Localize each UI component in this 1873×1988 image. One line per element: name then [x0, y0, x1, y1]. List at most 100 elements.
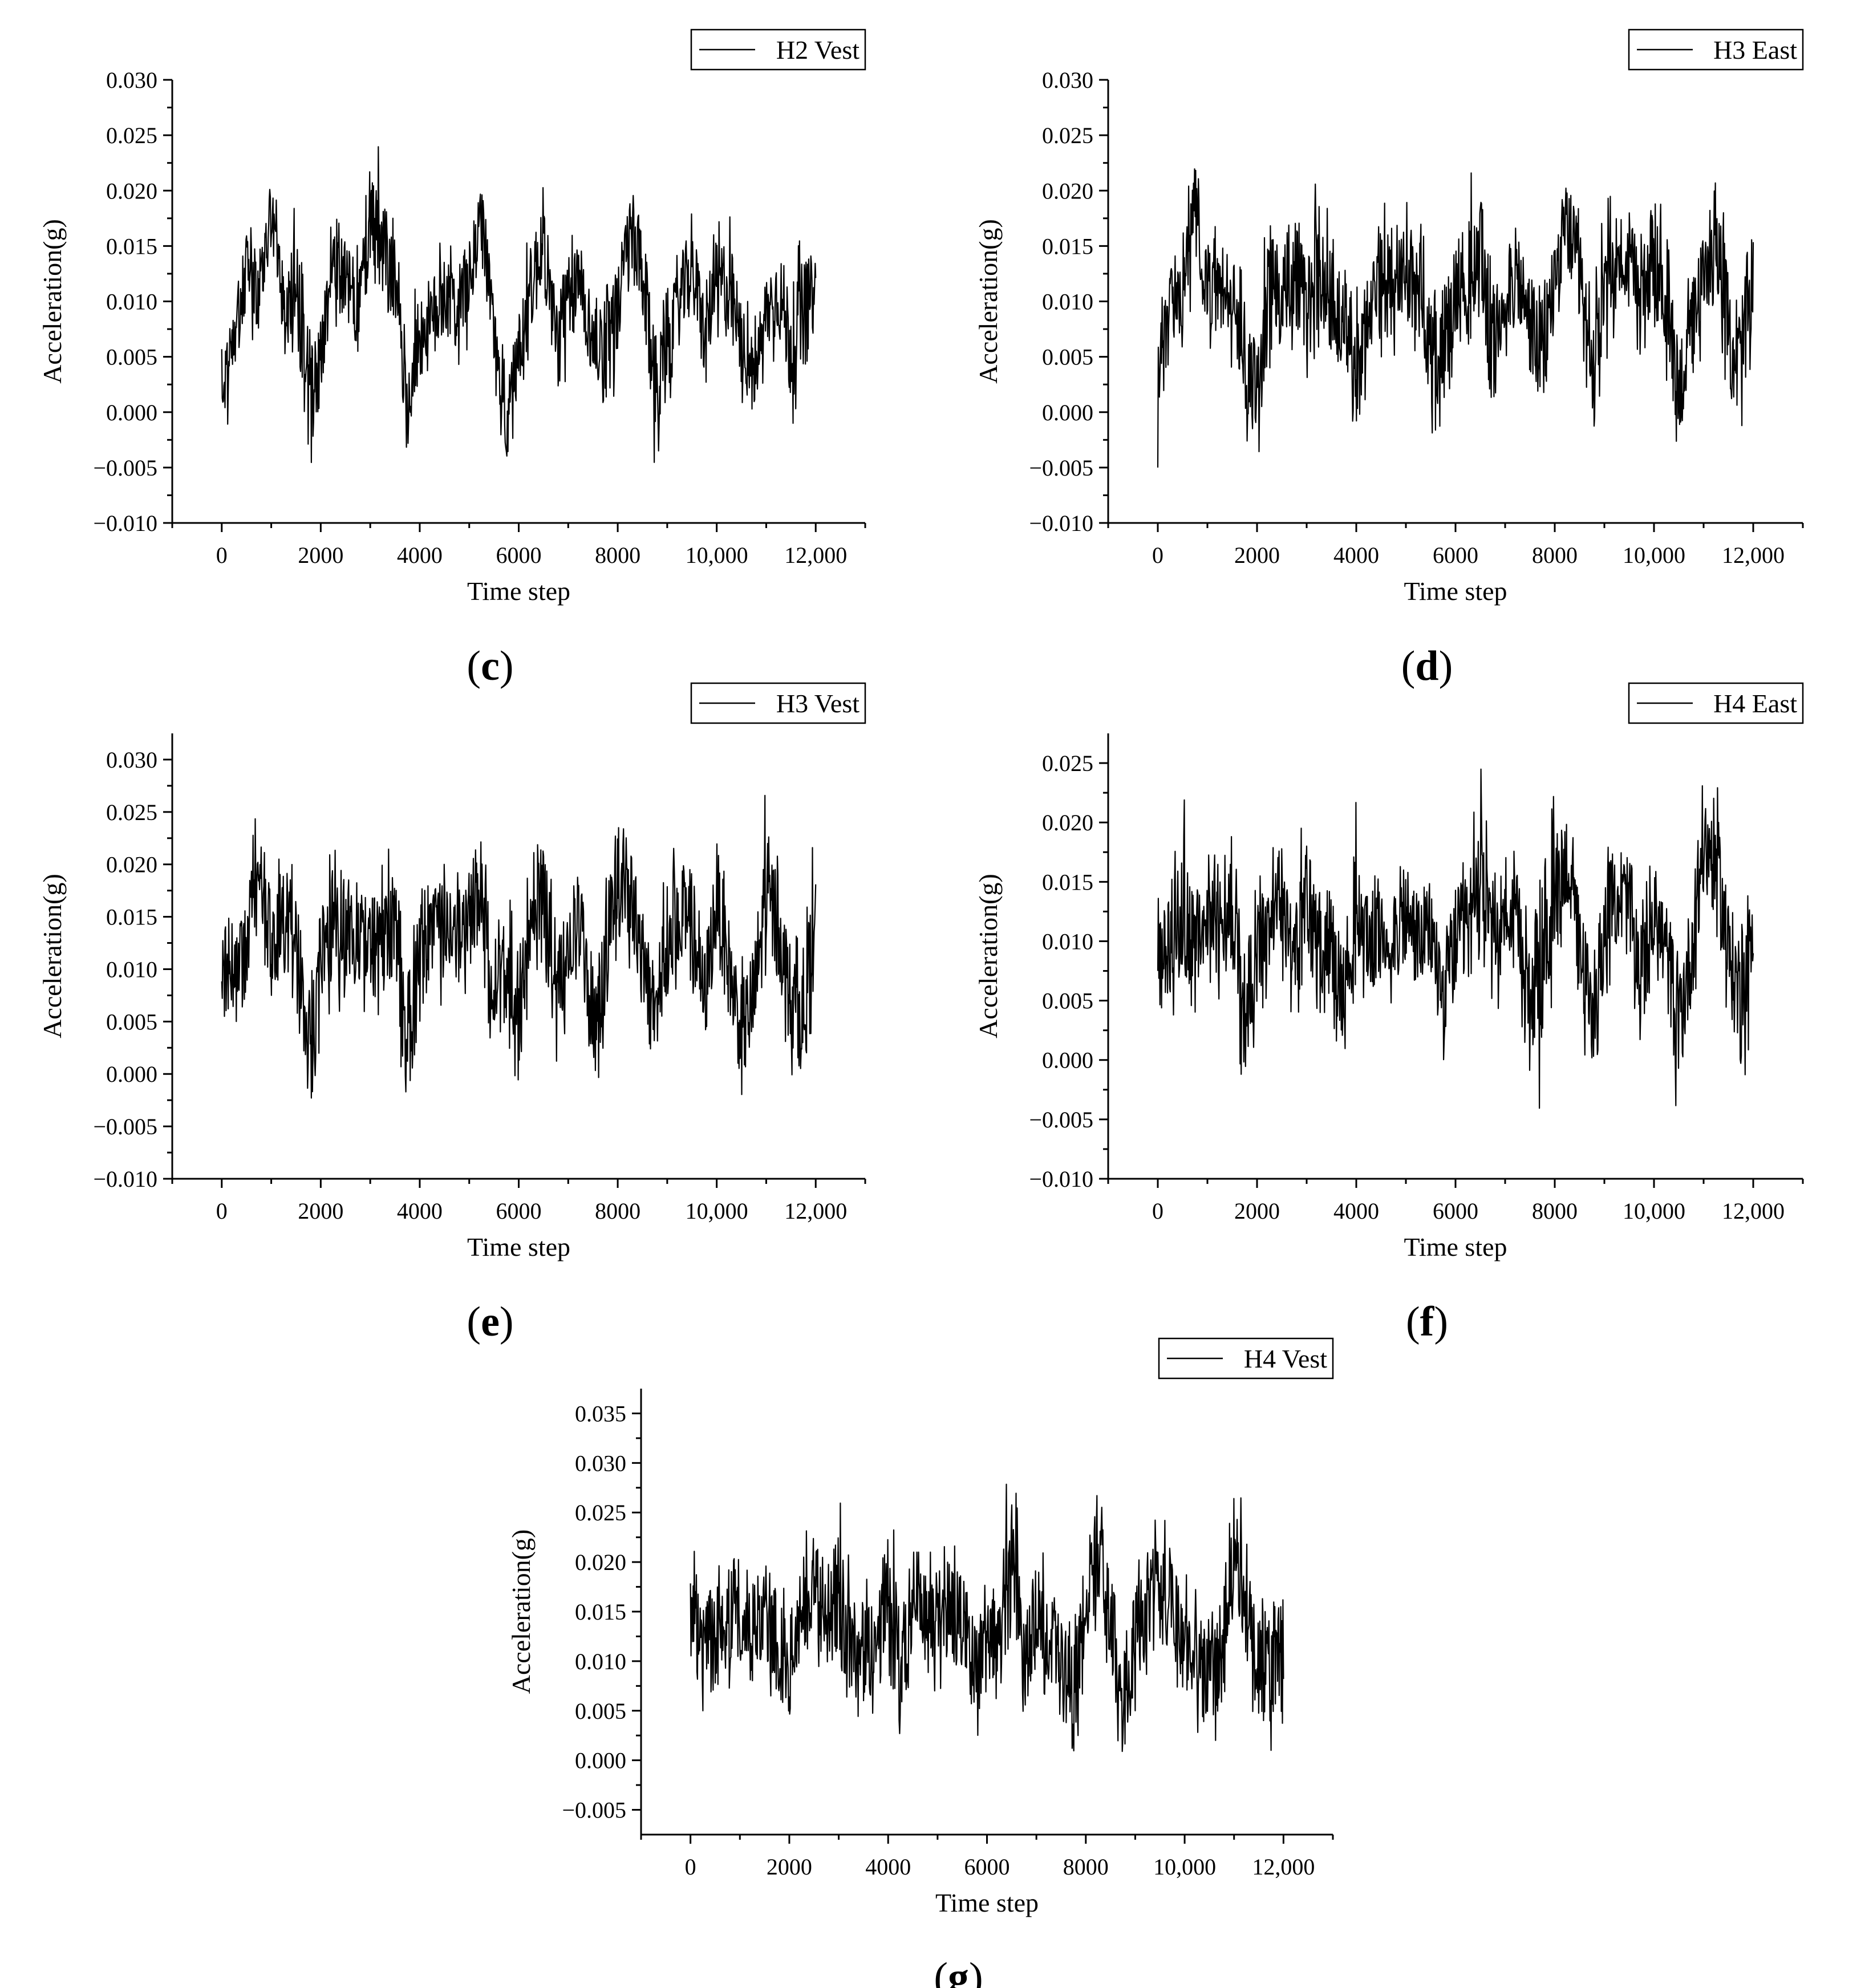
x-axis-label: Time step — [1404, 1232, 1507, 1261]
x-axis-label: Time step — [935, 1888, 1039, 1917]
chart-panel: 0 2000 4000 6000 8000 10,000 12,000 −0.010 −0.00… — [974, 29, 1804, 689]
x-tick-label: 0 — [1152, 542, 1163, 568]
x-tick-label: 8000 — [1532, 1198, 1578, 1224]
x-tick-label: 6000 — [496, 542, 542, 568]
x-tick-label: 0 — [685, 1854, 696, 1880]
y-axis-label: Acceleration(g) — [38, 219, 67, 384]
x-tick-label: 4000 — [1333, 1198, 1379, 1224]
y-tick-label: 0.015 — [575, 1599, 626, 1625]
x-axis-label: Time step — [1404, 577, 1507, 606]
y-tick-label: 0.000 — [1042, 1048, 1093, 1073]
y-tick-label: 0.005 — [1042, 988, 1093, 1014]
y-tick-label: 0.005 — [575, 1698, 626, 1724]
y-tick-label: 0.025 — [575, 1500, 626, 1526]
y-tick-label: −0.010 — [1029, 510, 1093, 536]
x-tick-label: 0 — [216, 1198, 228, 1224]
x-tick-label: 12,000 — [1252, 1854, 1315, 1880]
series-line — [1157, 168, 1754, 468]
y-tick-label: 0.030 — [106, 67, 157, 93]
y-tick-label: 0.030 — [575, 1450, 626, 1476]
y-tick-label: −0.010 — [1029, 1166, 1093, 1192]
y-tick-label: 0.005 — [106, 344, 157, 370]
x-tick-label: 10,000 — [1623, 542, 1685, 568]
x-axis-label: Time step — [467, 1232, 570, 1261]
x-tick-label: 6000 — [1433, 542, 1478, 568]
x-tick-label: 4000 — [1333, 542, 1379, 568]
x-tick-label: 0 — [216, 542, 228, 568]
chart-panel: 0 2000 4000 6000 8000 10,000 12,000 −0.005 0.000… — [506, 1337, 1334, 1988]
series-line — [221, 794, 817, 1099]
chart-panel: 0 2000 4000 6000 8000 10,000 12,000 −0.010 −0.00… — [38, 29, 866, 689]
panel-label: (d) — [1401, 643, 1453, 689]
y-tick-label: 0.035 — [575, 1401, 626, 1426]
y-tick-label: 0.010 — [1042, 289, 1093, 315]
x-tick-label: 10,000 — [686, 542, 748, 568]
x-tick-label: 8000 — [1532, 542, 1578, 568]
x-tick-label: 2000 — [298, 1198, 343, 1224]
y-tick-label: 0.015 — [1042, 869, 1093, 895]
x-tick-label: 6000 — [496, 1198, 542, 1224]
x-tick-label: 12,000 — [1722, 542, 1785, 568]
y-tick-label: 0.025 — [1042, 750, 1093, 776]
y-tick-label: 0.010 — [575, 1649, 626, 1674]
y-tick-label: 0.030 — [106, 747, 157, 773]
y-tick-label: −0.005 — [562, 1798, 626, 1823]
y-tick-label: 0.020 — [575, 1549, 626, 1575]
y-tick-label: −0.005 — [93, 455, 157, 481]
y-tick-label: −0.005 — [1029, 455, 1093, 481]
y-tick-label: −0.005 — [93, 1114, 157, 1139]
y-tick-label: −0.010 — [93, 1166, 157, 1192]
series-line — [1157, 768, 1754, 1109]
x-tick-label: 6000 — [1433, 1198, 1478, 1224]
x-tick-label: 8000 — [595, 542, 640, 568]
y-tick-label: 0.010 — [106, 289, 157, 315]
y-tick-label: 0.015 — [106, 233, 157, 259]
x-tick-label: 8000 — [595, 1198, 640, 1224]
y-tick-label: 0.020 — [106, 178, 157, 204]
x-tick-label: 2000 — [1234, 542, 1280, 568]
legend-entry: H3 East — [1713, 35, 1797, 64]
chart-panel: 0 2000 4000 6000 8000 10,000 12,000 −0.010 −0.00… — [38, 682, 866, 1345]
series-line — [690, 1483, 1284, 1752]
legend-entry: H3 Vest — [776, 689, 860, 718]
y-tick-label: −0.010 — [93, 510, 157, 536]
y-tick-label: 0.025 — [106, 123, 157, 148]
legend-entry: H4 East — [1713, 689, 1797, 718]
panel-label: (g) — [934, 1954, 983, 1988]
y-tick-label: 0.020 — [1042, 810, 1093, 835]
y-tick-label: 0.030 — [1042, 67, 1093, 93]
y-tick-label: 0.010 — [1042, 928, 1093, 954]
x-tick-label: 4000 — [865, 1854, 911, 1880]
x-tick-label: 8000 — [1063, 1854, 1109, 1880]
x-tick-label: 12,000 — [784, 1198, 847, 1224]
legend-entry: H4 Vest — [1244, 1344, 1327, 1373]
y-axis-label: Acceleration(g) — [506, 1529, 536, 1694]
y-tick-label: 0.010 — [106, 956, 157, 982]
y-tick-label: 0.000 — [106, 1061, 157, 1087]
y-tick-label: 0.000 — [575, 1748, 626, 1774]
x-tick-label: 6000 — [964, 1854, 1010, 1880]
y-tick-label: 0.005 — [106, 1009, 157, 1034]
y-tick-label: 0.020 — [1042, 178, 1093, 204]
y-tick-label: 0.025 — [106, 800, 157, 825]
x-tick-label: 10,000 — [686, 1198, 748, 1224]
legend-entry: H2 Vest — [776, 35, 860, 64]
panel-label: (f) — [1406, 1299, 1448, 1345]
y-axis-label: Acceleration(g) — [974, 219, 1003, 384]
x-tick-label: 10,000 — [1153, 1854, 1216, 1880]
x-tick-label: 2000 — [298, 542, 343, 568]
x-tick-label: 2000 — [1234, 1198, 1280, 1224]
chart-panel: 0 2000 4000 6000 8000 10,000 12,000 −0.010 −0.00… — [974, 682, 1804, 1345]
x-tick-label: 2000 — [767, 1854, 812, 1880]
x-tick-label: 4000 — [397, 542, 443, 568]
y-tick-label: 0.000 — [1042, 400, 1093, 425]
y-axis-label: Acceleration(g) — [38, 874, 67, 1038]
x-tick-label: 4000 — [397, 1198, 443, 1224]
y-tick-label: 0.025 — [1042, 123, 1093, 148]
x-tick-label: 12,000 — [784, 542, 847, 568]
series-line — [221, 146, 817, 463]
x-tick-label: 0 — [1152, 1198, 1163, 1224]
y-tick-label: 0.015 — [1042, 233, 1093, 259]
y-tick-label: 0.000 — [106, 400, 157, 425]
